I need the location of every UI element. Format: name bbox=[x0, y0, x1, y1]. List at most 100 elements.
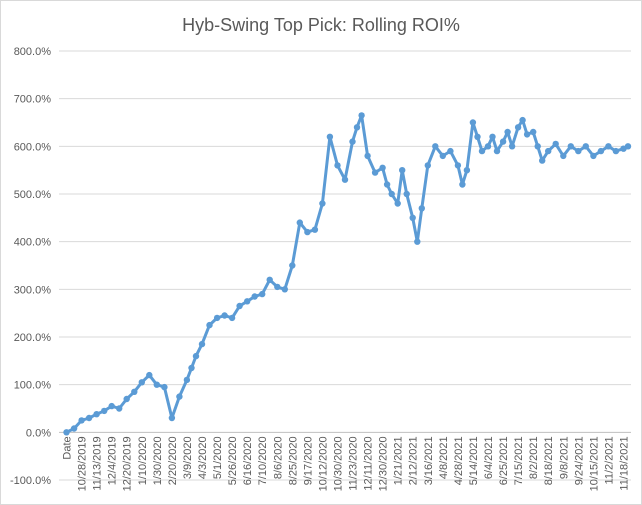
data-point bbox=[463, 167, 471, 174]
data-point bbox=[388, 190, 395, 198]
data-point bbox=[597, 147, 605, 155]
data-point bbox=[364, 152, 371, 160]
data-point bbox=[469, 119, 477, 126]
data-point bbox=[101, 407, 108, 415]
x-tick-label: 5/14/2021 bbox=[468, 436, 480, 485]
y-tick-label: 200.0% bbox=[14, 332, 52, 344]
x-tick-label: 8/6/2020 bbox=[272, 436, 284, 479]
data-point bbox=[508, 143, 516, 150]
data-point bbox=[414, 238, 421, 245]
data-point bbox=[78, 417, 85, 424]
data-point bbox=[319, 200, 326, 207]
data-point bbox=[545, 147, 552, 155]
x-tick-label: 10/28/2019 bbox=[77, 436, 89, 491]
x-tick-label: 8/2/2021 bbox=[528, 436, 540, 479]
data-point bbox=[590, 152, 597, 160]
data-point bbox=[349, 138, 356, 145]
data-point bbox=[153, 381, 160, 388]
data-point bbox=[281, 286, 288, 293]
data-point bbox=[474, 133, 481, 140]
data-point bbox=[198, 340, 206, 348]
data-point bbox=[383, 181, 391, 188]
data-point bbox=[454, 162, 462, 169]
data-point bbox=[161, 383, 168, 391]
y-tick-label: 800.0% bbox=[14, 46, 52, 58]
data-point bbox=[499, 138, 507, 145]
x-tick-label: 10/12/2020 bbox=[317, 436, 329, 491]
y-tick-label: -100.0% bbox=[10, 475, 51, 487]
data-point bbox=[539, 157, 546, 164]
x-tick-label: 5/26/2020 bbox=[227, 436, 239, 485]
x-tick-label: 2/20/2020 bbox=[167, 436, 179, 485]
data-point bbox=[93, 411, 100, 418]
data-point bbox=[221, 312, 228, 319]
data-point bbox=[334, 162, 341, 169]
data-point bbox=[138, 379, 145, 386]
data-point bbox=[341, 176, 349, 183]
data-point bbox=[123, 395, 130, 403]
x-tick-label: 1/10/2020 bbox=[137, 436, 149, 485]
data-point bbox=[459, 181, 466, 188]
x-tick-label: 11/13/2019 bbox=[92, 436, 104, 490]
data-point bbox=[567, 143, 574, 150]
x-tick-label: 11/18/2021 bbox=[618, 436, 630, 490]
data-point bbox=[236, 302, 243, 310]
x-tick-label: 4/28/2021 bbox=[453, 436, 465, 485]
data-point bbox=[168, 414, 176, 422]
data-point bbox=[418, 205, 425, 212]
x-tick-label: 7/15/2021 bbox=[513, 436, 525, 485]
data-point bbox=[605, 143, 612, 150]
x-tick-label: 12/30/2020 bbox=[378, 436, 390, 491]
x-tick-label: 4/8/2021 bbox=[438, 436, 450, 479]
data-point bbox=[523, 131, 531, 138]
data-point bbox=[326, 133, 334, 140]
x-tick-label: 11/2/2021 bbox=[603, 436, 615, 484]
data-point bbox=[493, 147, 501, 155]
data-point bbox=[514, 124, 522, 131]
data-point bbox=[478, 147, 486, 155]
data-point bbox=[560, 152, 567, 160]
data-point bbox=[274, 283, 281, 291]
data-point bbox=[176, 393, 183, 400]
data-point bbox=[296, 219, 303, 226]
x-axis-tick-labels: Date 10/28/2019 11/13/2019 12/4/2019 12/20/2… bbox=[62, 436, 631, 491]
x-tick-label: 6/16/2020 bbox=[242, 436, 254, 485]
data-point bbox=[575, 147, 582, 155]
data-point bbox=[228, 314, 236, 322]
data-point bbox=[371, 169, 379, 176]
y-tick-label: 0.0% bbox=[26, 427, 51, 439]
x-tick-label: 10/30/2020 bbox=[332, 436, 344, 491]
x-tick-label: 11/23/2020 bbox=[348, 436, 360, 490]
x-tick-label: 10/15/2021 bbox=[588, 436, 600, 491]
x-tick-label: 5/1/2020 bbox=[212, 436, 224, 479]
chart-title: Hyb-Swing Top Pick: Rolling ROI% bbox=[182, 15, 460, 35]
x-tick-label: 6/4/2021 bbox=[483, 436, 495, 479]
data-point bbox=[530, 128, 537, 136]
data-point bbox=[358, 112, 365, 119]
data-point bbox=[259, 290, 266, 298]
series-roi bbox=[63, 112, 632, 436]
y-axis-tick-labels: -100.0% 0.0% 100.0% 200.0% 300.0% 400.0% 500.0… bbox=[10, 46, 51, 487]
data-point bbox=[424, 162, 431, 169]
x-tick-label: 2/12/2021 bbox=[408, 436, 420, 485]
data-point bbox=[403, 190, 410, 198]
gridlines bbox=[59, 50, 631, 481]
data-point bbox=[244, 298, 251, 305]
data-point bbox=[206, 321, 213, 329]
data-point bbox=[63, 429, 70, 436]
x-tick-label: 8/18/2021 bbox=[543, 436, 555, 485]
data-point bbox=[85, 414, 93, 422]
data-point bbox=[582, 143, 589, 150]
x-tick-label: Date bbox=[62, 436, 74, 459]
data-point bbox=[251, 293, 258, 300]
data-point bbox=[353, 124, 361, 131]
data-point bbox=[447, 147, 454, 155]
data-point bbox=[131, 388, 138, 395]
y-tick-label: 400.0% bbox=[14, 237, 52, 249]
data-point bbox=[534, 143, 541, 150]
data-point bbox=[188, 364, 195, 372]
data-point bbox=[146, 371, 153, 379]
x-tick-label: 1/21/2021 bbox=[393, 436, 405, 485]
